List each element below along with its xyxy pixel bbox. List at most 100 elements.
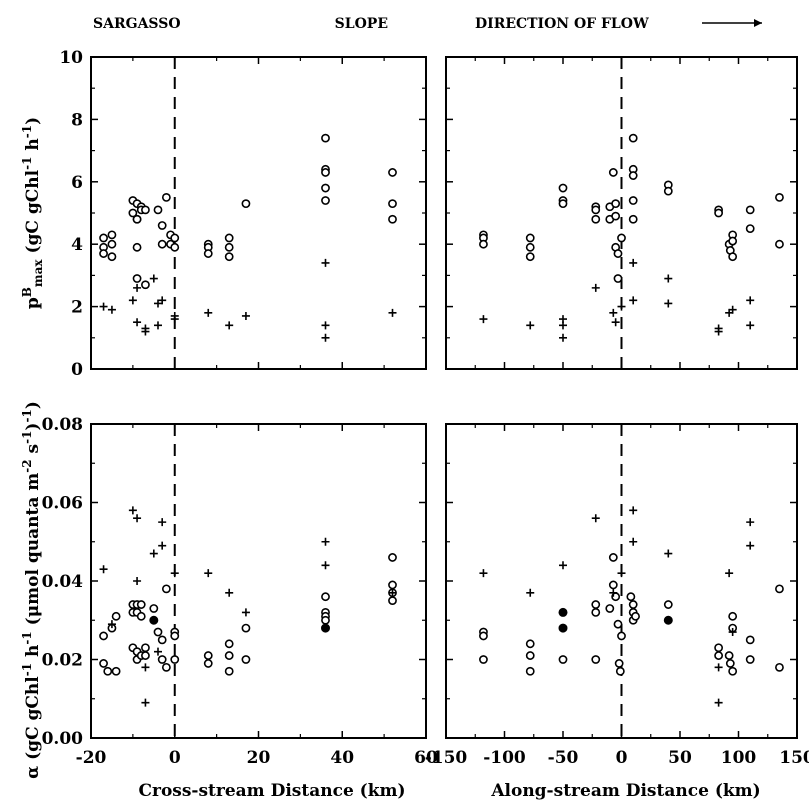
- data-point-open-circle: [614, 659, 624, 668]
- data-point-plus: [321, 321, 330, 330]
- x-tick-label: 0: [169, 748, 181, 768]
- data-point-plus: [133, 577, 142, 585]
- data-point-open-circle: [558, 199, 568, 209]
- x-tick-label: 150: [779, 748, 809, 768]
- data-point-open-circle: [224, 233, 234, 243]
- data-point-plus: [746, 541, 755, 550]
- data-point-open-circle: [613, 249, 623, 258]
- x-tick-label: 0: [616, 748, 628, 768]
- data-point-open-circle: [153, 205, 163, 215]
- data-point-open-circle: [591, 214, 601, 224]
- data-point-plus: [107, 620, 116, 629]
- y-tick-label: 8: [71, 110, 83, 130]
- data-point-open-circle: [241, 655, 251, 664]
- data-point-plus: [664, 549, 673, 558]
- panel-bottom-left: -20 0 20 40 60 0.00 0.02 0.04 0.06 0.08: [42, 415, 438, 768]
- data-point-open-circle: [663, 600, 673, 609]
- data-point-open-circle: [628, 171, 638, 180]
- data-point-plus: [154, 647, 162, 656]
- data-point-plus: [728, 628, 737, 637]
- data-point-open-circle: [631, 611, 640, 621]
- data-point-open-circle: [714, 643, 724, 653]
- data-point-plus: [611, 318, 620, 327]
- data-point-open-circle: [745, 635, 755, 645]
- panel-top-left: 0 2 4 6 8 10: [59, 48, 427, 380]
- data-point-filled-circle: [558, 623, 568, 633]
- data-point-plus: [149, 274, 158, 283]
- data-point-open-circle: [136, 611, 146, 621]
- data-point-open-circle: [99, 233, 108, 243]
- data-point-plus: [225, 321, 234, 330]
- data-point-open-circle: [161, 584, 171, 594]
- data-point-open-circle: [775, 584, 784, 594]
- y-tick-label: 0.08: [42, 415, 83, 435]
- data-point-open-circle: [141, 643, 150, 653]
- data-point-open-circle: [617, 631, 626, 641]
- x-axis-label-cross-stream: Cross-stream Distance (km): [138, 781, 405, 801]
- data-point-open-circle: [321, 615, 330, 625]
- data-point-plus: [158, 518, 167, 527]
- data-point-open-circle: [153, 627, 163, 637]
- data-point-plus: [746, 296, 755, 305]
- panel-bottom-right: -150 -100 -50 0 50 100 150: [425, 423, 809, 768]
- data-point-open-circle: [203, 249, 213, 258]
- data-point-open-circle: [615, 666, 625, 676]
- data-point-plus: [204, 308, 213, 317]
- y-tick-label: 10: [59, 48, 83, 68]
- data-point-open-circle: [170, 631, 180, 641]
- x-tick-label: -150: [425, 748, 468, 768]
- data-point-plus: [241, 311, 250, 320]
- data-point-open-circle: [605, 604, 615, 613]
- data-point-plus: [388, 588, 397, 597]
- x-tick-label: -50: [548, 748, 579, 768]
- data-point-open-circle: [591, 205, 601, 215]
- data-point-open-circle: [149, 604, 159, 613]
- data-point-open-circle: [388, 553, 397, 562]
- data-point-open-circle: [479, 239, 488, 249]
- data-point-open-circle: [141, 205, 150, 215]
- data-point-plus: [559, 333, 567, 342]
- data-point-open-circle: [525, 242, 535, 252]
- data-point-open-circle: [99, 659, 108, 668]
- data-point-open-circle: [321, 133, 330, 143]
- data-point-open-circle: [725, 659, 735, 668]
- data-point-open-circle: [388, 199, 397, 209]
- data-point-open-circle: [107, 239, 117, 249]
- x-tick-label: 40: [330, 748, 354, 768]
- data-point-open-circle: [608, 168, 618, 177]
- data-point-open-circle: [608, 580, 618, 590]
- data-point-open-circle: [157, 655, 167, 664]
- y-axis-label-pbmax: pBmax (gC gChl-1 h-1): [20, 117, 45, 309]
- y-tick-label: 0.06: [42, 494, 83, 514]
- header-direction-of-flow: DIRECTION OF FLOW: [475, 16, 649, 32]
- data-point-open-circle: [99, 631, 108, 641]
- data-point-open-circle: [321, 183, 330, 193]
- data-point-plus: [479, 315, 488, 324]
- data-point-open-circle: [388, 596, 397, 606]
- data-point-plus: [714, 698, 723, 707]
- data-point-plus: [388, 308, 397, 317]
- data-point-open-circle: [107, 230, 117, 240]
- data-point-filled-circle: [663, 615, 673, 625]
- data-point-open-circle: [728, 611, 738, 621]
- data-point-open-circle: [224, 651, 234, 660]
- data-point-filled-circle: [149, 615, 159, 625]
- header-sargasso: SARGASSO: [93, 16, 181, 32]
- data-point-plus: [141, 663, 150, 672]
- data-point-open-circle: [724, 651, 734, 660]
- data-point-plus: [629, 258, 638, 267]
- data-point-open-circle: [388, 168, 397, 177]
- data-point-open-circle: [161, 662, 171, 672]
- data-point-open-circle: [141, 280, 150, 290]
- data-point-open-circle: [111, 666, 121, 676]
- data-point-open-circle: [558, 183, 568, 193]
- data-point-open-circle: [157, 635, 167, 645]
- data-point-open-circle: [241, 199, 251, 209]
- data-point-open-circle: [608, 553, 618, 562]
- data-point-plus: [725, 569, 734, 578]
- data-point-open-circle: [728, 236, 738, 246]
- data-point-plus: [321, 537, 330, 546]
- data-point-open-circle: [157, 221, 167, 230]
- data-point-plus: [133, 318, 142, 327]
